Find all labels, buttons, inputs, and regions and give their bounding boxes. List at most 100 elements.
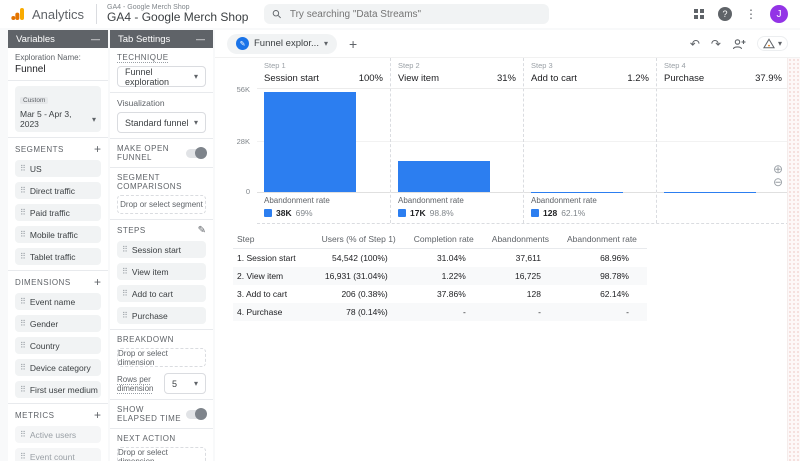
abandonment-rate-label: Abandonment rate xyxy=(264,196,330,205)
avatar[interactable]: J xyxy=(770,5,788,23)
next-action-dropzone[interactable]: Drop or select dimension xyxy=(117,447,206,461)
funnel-data-table: Step Users (% of Step 1) Completion rate… xyxy=(233,230,647,321)
step-number-label: Step 2 xyxy=(398,61,420,70)
cell-step: 1. Session start xyxy=(237,253,296,263)
segment-chip[interactable]: ⠿ US xyxy=(15,160,101,177)
table-row[interactable]: 4. Purchase 78 (0.14%) - - - xyxy=(233,303,647,321)
dimension-chip[interactable]: ⠿ Device category xyxy=(15,359,101,376)
add-metric-icon[interactable]: + xyxy=(93,408,101,422)
add-segment-icon[interactable]: + xyxy=(93,142,101,156)
step-header: Step 2 View item 31% xyxy=(391,58,523,88)
share-users-icon[interactable] xyxy=(732,38,746,50)
tab-pencil-icon: ✎ xyxy=(236,37,249,50)
dimension-chip[interactable]: ⠿ Gender xyxy=(15,315,101,332)
cell-abandonment-rate: 62.14% xyxy=(600,289,629,299)
search-bar[interactable] xyxy=(264,4,550,24)
legend-swatch xyxy=(398,209,406,217)
exploration-name-value[interactable]: Funnel xyxy=(15,64,46,75)
dimension-label: Gender xyxy=(29,318,59,329)
breakdown-dropzone-placeholder: Drop or select dimension xyxy=(118,348,168,367)
cell-users: 78 (0.14%) xyxy=(346,307,388,317)
dimension-label: First user medium xyxy=(29,384,98,395)
analytics-logo[interactable]: Analytics xyxy=(10,6,84,22)
metrics-label: METRICS xyxy=(15,410,55,420)
dimension-chip[interactable]: ⠿ Event name xyxy=(15,293,101,310)
chevron-down-icon: ▾ xyxy=(91,114,96,124)
show-elapsed-time-toggle[interactable] xyxy=(186,408,207,420)
help-icon[interactable]: ? xyxy=(718,7,732,21)
abandonment-block xyxy=(657,193,789,223)
table-row[interactable]: 2. View item 16,931 (31.04%) 1.22% 16,72… xyxy=(233,267,647,285)
segment-label: Paid traffic xyxy=(29,207,70,218)
add-dimension-icon[interactable]: + xyxy=(93,275,101,289)
column-header[interactable]: Completion rate xyxy=(405,230,484,249)
divider xyxy=(110,92,213,93)
tab-funnel-exploration[interactable]: ✎ Funnel explor... ▾ xyxy=(227,33,337,54)
make-open-funnel-toggle[interactable] xyxy=(186,147,207,159)
abandonment-block: Abandonment rate 128 62.1% xyxy=(524,193,656,223)
metric-chip[interactable]: ⠿ Active users xyxy=(15,426,101,443)
segment-chip[interactable]: ⠿ Direct traffic xyxy=(15,182,101,199)
step-chip[interactable]: ⠿ Add to cart xyxy=(117,285,206,302)
column-header[interactable]: Abandonments xyxy=(483,230,559,249)
collapse-panel-icon[interactable]: — xyxy=(196,34,205,44)
make-open-funnel-label: MAKE OPEN FUNNEL xyxy=(117,144,170,162)
segment-chip[interactable]: ⠿ Tablet traffic xyxy=(15,248,101,265)
cell-abandonments: 16,725 xyxy=(514,271,541,281)
sampling-indicator[interactable]: ▾ xyxy=(756,36,788,51)
technique-select[interactable]: Funnel exploration ▾ xyxy=(117,66,206,87)
dimensions-section-header: DIMENSIONS + xyxy=(15,276,101,288)
dimension-chip[interactable]: ⠿ First user medium xyxy=(15,381,101,398)
breadcrumb[interactable]: GA4 - Google Merch Shop GA4 - Google Mer… xyxy=(96,3,248,25)
table-header-row: Step Users (% of Step 1) Completion rate… xyxy=(233,230,647,249)
variables-panel: Variables — Exploration Name: Funnel Cus… xyxy=(8,30,108,461)
drag-handle-icon: ⠿ xyxy=(20,230,26,239)
dimension-chip[interactable]: ⠿ Country xyxy=(15,337,101,354)
column-header[interactable]: Step xyxy=(233,230,314,249)
cell-step: 4. Purchase xyxy=(237,307,283,317)
undo-icon[interactable]: ↶ xyxy=(689,36,700,51)
step-chip[interactable]: ⠿ Session start xyxy=(117,241,206,258)
apps-grid-icon[interactable] xyxy=(693,8,705,20)
step-chip[interactable]: ⠿ View item xyxy=(117,263,206,280)
metric-chip[interactable]: ⠿ Event count xyxy=(15,448,101,461)
collapse-panel-icon[interactable]: — xyxy=(91,34,100,44)
tab-settings-panel-header: Tab Settings — xyxy=(110,30,213,48)
tab-label: Funnel explor... xyxy=(254,38,319,49)
zoom-in-icon[interactable]: ⊕ xyxy=(772,162,783,176)
breakdown-dropzone[interactable]: Drop or select dimension xyxy=(117,348,206,367)
dimensions-label: DIMENSIONS xyxy=(15,277,71,287)
edit-steps-icon[interactable]: ✎ xyxy=(197,225,206,236)
visualization-select[interactable]: Standard funnel ▾ xyxy=(117,112,206,133)
y-tick: 56K xyxy=(236,85,250,94)
redo-icon[interactable]: ↷ xyxy=(710,36,721,51)
chevron-down-icon: ▾ xyxy=(323,39,328,48)
segment-comparisons-dropzone[interactable]: Drop or select segment xyxy=(117,195,206,214)
rows-per-dimension-select[interactable]: 5 ▾ xyxy=(164,373,206,394)
segment-chip[interactable]: ⠿ Mobile traffic xyxy=(15,226,101,243)
funnel-bar[interactable] xyxy=(398,160,490,192)
segment-chip[interactable]: ⠿ Paid traffic xyxy=(15,204,101,221)
column-header[interactable]: Users (% of Step 1) xyxy=(313,230,406,249)
step-chip[interactable]: ⠿ Purchase xyxy=(117,307,206,324)
table-row[interactable]: 3. Add to cart 206 (0.38%) 37.86% 128 62… xyxy=(233,285,647,303)
step-plot xyxy=(657,88,789,193)
chevron-down-icon: ▾ xyxy=(193,118,198,127)
funnel-bar[interactable] xyxy=(264,91,356,192)
step-plot xyxy=(257,88,390,193)
y-axis: 56K 28K 0 xyxy=(233,85,253,196)
column-header[interactable]: Abandonment rate xyxy=(558,230,647,249)
add-tab-button[interactable]: + xyxy=(348,35,358,52)
drag-handle-icon: ⠿ xyxy=(20,319,26,328)
exploration-name-block: Exploration Name: Funnel xyxy=(15,53,101,75)
drag-handle-icon: ⠿ xyxy=(122,245,128,254)
search-input[interactable] xyxy=(287,7,542,21)
zoom-out-icon[interactable]: ⊖ xyxy=(772,175,783,189)
rows-per-dimension-row: Rows per dimension 5 ▾ xyxy=(117,373,206,394)
show-elapsed-time-row: SHOW ELAPSED TIME xyxy=(117,405,207,423)
date-range-picker[interactable]: Custom Mar 5 - Apr 3, 2023 ▾ xyxy=(15,86,101,132)
table-row[interactable]: 1. Session start 54,542 (100%) 31.04% 37… xyxy=(233,249,647,268)
kebab-menu-icon[interactable]: ⋮ xyxy=(745,7,757,21)
step-number-label: Step 4 xyxy=(664,61,686,70)
